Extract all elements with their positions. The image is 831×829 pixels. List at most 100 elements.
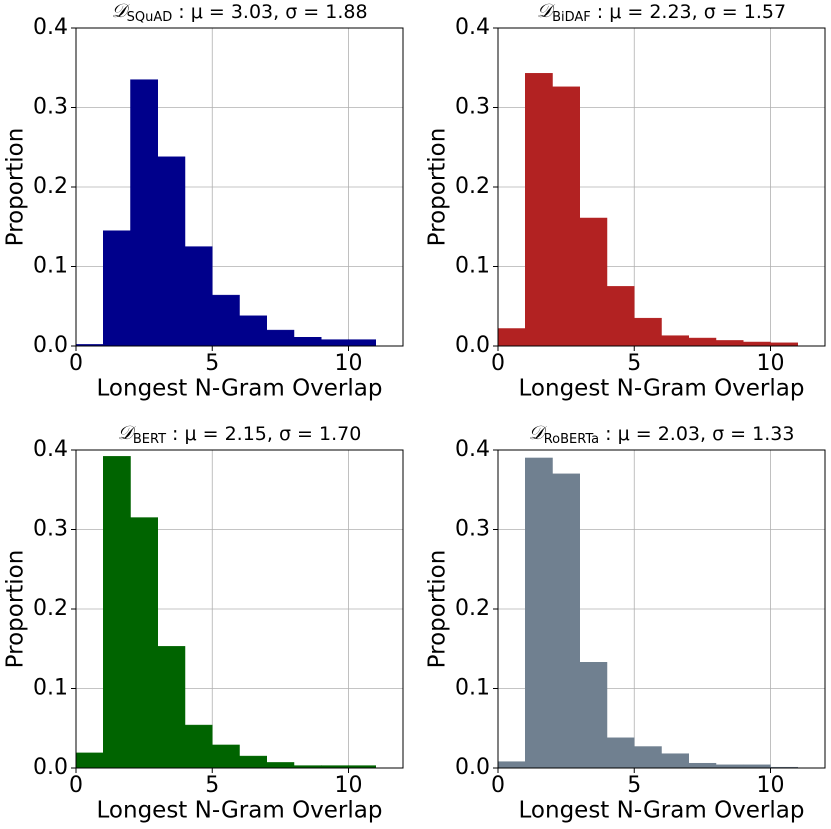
title-symbol: 𝒟 <box>118 422 137 444</box>
bar <box>239 755 267 769</box>
x-tick-label: 5 <box>205 773 219 798</box>
x-tick-label: 10 <box>335 773 363 798</box>
x-axis-label: Longest N-Gram Overlap <box>97 376 383 402</box>
y-axis-label: Proportion <box>3 128 29 247</box>
bar <box>348 339 376 347</box>
y-tick-label: 0.3 <box>455 95 490 120</box>
bar <box>103 230 131 347</box>
y-tick-label: 0.2 <box>455 596 490 621</box>
y-tick-label: 0.2 <box>33 596 68 621</box>
bar <box>212 294 240 347</box>
y-tick-label: 0.3 <box>455 517 490 542</box>
bar <box>661 753 689 769</box>
bar <box>552 473 580 769</box>
y-tick-label: 0.1 <box>33 254 68 279</box>
x-tick-label: 0 <box>491 351 505 376</box>
bar <box>634 317 662 347</box>
chart-title: 𝒟SQuAD : μ = 3.03, σ = 1.88 <box>111 0 367 25</box>
x-tick-label: 10 <box>757 351 785 376</box>
y-tick-label: 0.0 <box>455 333 490 358</box>
y-tick-label: 0.4 <box>33 15 68 40</box>
title-symbol: 𝒟 <box>529 422 548 444</box>
bar <box>293 337 322 347</box>
bar <box>184 724 213 769</box>
bar <box>75 752 104 769</box>
x-tick-label: 5 <box>627 351 641 376</box>
bar <box>103 456 131 769</box>
bar <box>184 246 213 347</box>
bar <box>743 341 771 347</box>
y-tick-label: 0.1 <box>455 254 490 279</box>
y-tick-label: 0.2 <box>33 174 68 199</box>
bar <box>212 744 240 769</box>
bar <box>266 329 295 347</box>
bar <box>525 457 553 769</box>
chart-title: 𝒟BiDAF : μ = 2.23, σ = 1.57 <box>537 0 786 25</box>
bar <box>497 761 526 769</box>
y-tick-label: 0.4 <box>455 437 490 462</box>
bar <box>321 339 349 347</box>
plot-frame <box>497 449 826 769</box>
bar <box>157 646 186 769</box>
bar <box>688 337 717 347</box>
title-symbol: 𝒟 <box>111 0 130 22</box>
y-tick-label: 0.0 <box>455 755 490 780</box>
y-tick-label: 0.0 <box>33 755 68 780</box>
bar <box>130 517 158 769</box>
y-tick-label: 0.2 <box>455 174 490 199</box>
plot-frame <box>75 27 404 347</box>
title-symbol: 𝒟 <box>537 0 556 22</box>
plot-frame <box>497 27 826 347</box>
y-axis-label: Proportion <box>425 128 451 247</box>
chart-title: 𝒟RoBERTa : μ = 2.03, σ = 1.33 <box>529 422 795 447</box>
bar <box>606 286 635 347</box>
title-subscript: RoBERTa <box>544 432 599 447</box>
bar <box>130 79 158 347</box>
bar <box>525 73 553 347</box>
bar <box>157 156 186 347</box>
y-tick-label: 0.3 <box>33 95 68 120</box>
title-rest: : μ = 3.03, σ = 1.88 <box>172 1 367 23</box>
x-tick-label: 10 <box>757 773 785 798</box>
y-axis-label: Proportion <box>425 550 451 669</box>
bar <box>606 737 635 769</box>
y-tick-label: 0.3 <box>33 517 68 542</box>
chart-title: 𝒟BERT : μ = 2.15, σ = 1.70 <box>118 422 362 447</box>
x-tick-label: 0 <box>69 773 83 798</box>
bar <box>634 746 662 769</box>
y-tick-label: 0.4 <box>455 15 490 40</box>
x-axis-label: Longest N-Gram Overlap <box>519 798 805 824</box>
bar <box>497 328 526 347</box>
title-subscript: SQuAD <box>127 10 173 25</box>
y-axis-label: Proportion <box>3 550 29 669</box>
y-tick-label: 0.4 <box>33 437 68 462</box>
title-rest: : μ = 2.23, σ = 1.57 <box>591 1 786 23</box>
plot-frame <box>75 449 404 769</box>
bar <box>579 662 608 769</box>
bar <box>266 762 295 769</box>
title-rest: : μ = 2.03, σ = 1.33 <box>599 423 794 445</box>
bar <box>239 315 267 347</box>
x-axis-label: Longest N-Gram Overlap <box>519 376 805 402</box>
x-tick-label: 5 <box>627 773 641 798</box>
x-tick-label: 0 <box>69 351 83 376</box>
x-tick-label: 10 <box>335 351 363 376</box>
y-tick-label: 0.1 <box>33 676 68 701</box>
y-tick-label: 0.1 <box>455 676 490 701</box>
title-rest: : μ = 2.15, σ = 1.70 <box>166 423 361 445</box>
bar <box>688 762 717 769</box>
y-tick-label: 0.0 <box>33 333 68 358</box>
bar <box>715 340 744 347</box>
title-subscript: BERT <box>133 432 166 447</box>
x-axis-label: Longest N-Gram Overlap <box>97 798 383 824</box>
title-subscript: BiDAF <box>552 10 591 25</box>
x-tick-label: 0 <box>491 773 505 798</box>
bar <box>579 217 608 347</box>
bar <box>661 335 689 347</box>
bar <box>552 86 580 347</box>
